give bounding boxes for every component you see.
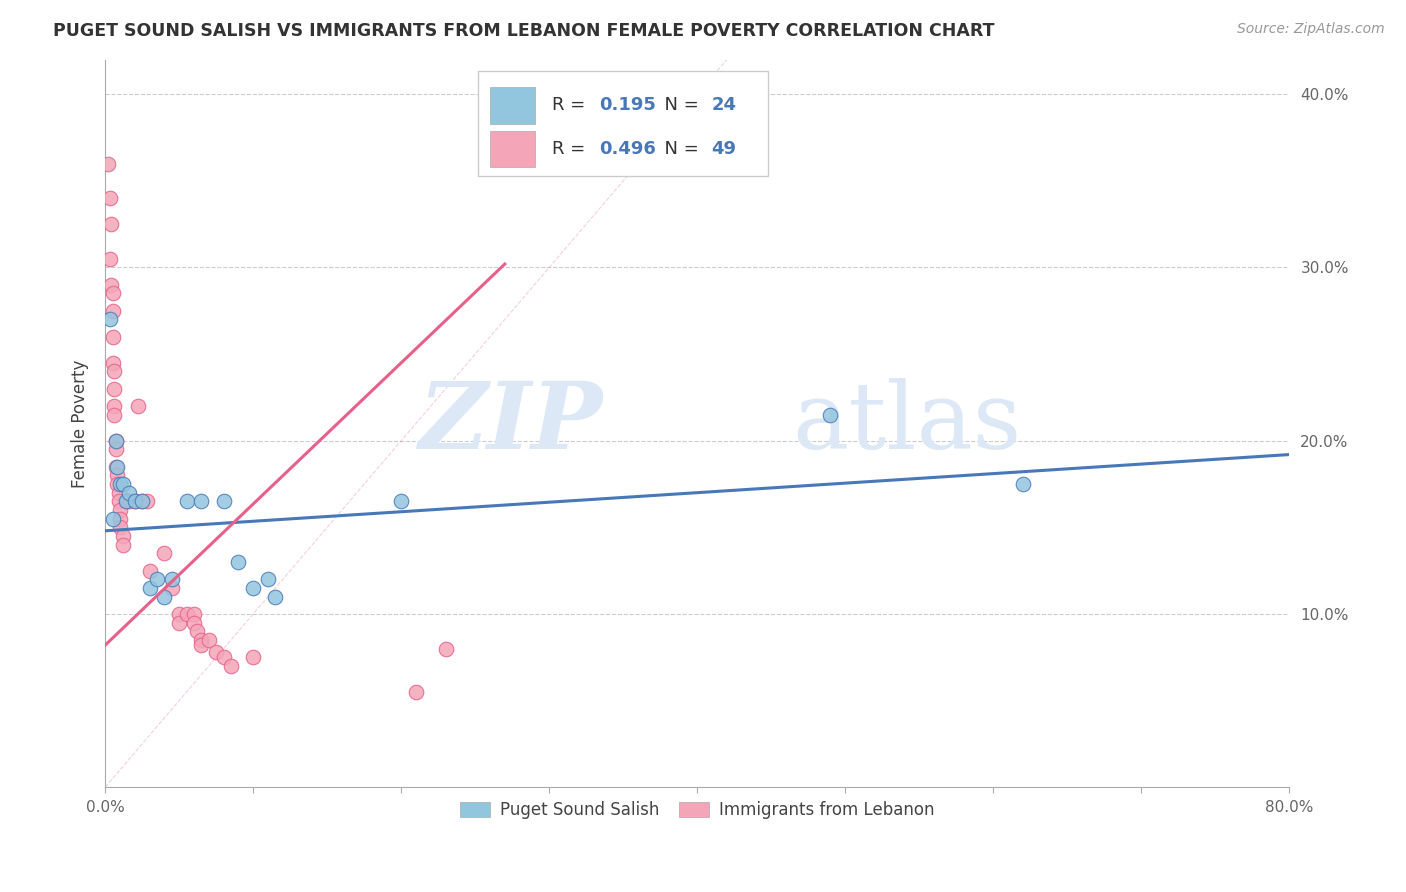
- Point: [105, 459, 128, 474]
- Point: [127, 399, 149, 413]
- Point: [405, 685, 427, 699]
- Point: [219, 659, 242, 673]
- Text: 49: 49: [711, 140, 737, 158]
- Point: [103, 382, 125, 396]
- Point: [117, 494, 139, 508]
- Text: atlas: atlas: [792, 378, 1021, 468]
- Point: [176, 607, 198, 621]
- Point: [111, 538, 134, 552]
- Y-axis label: Female Poverty: Female Poverty: [72, 359, 89, 488]
- Point: [153, 590, 176, 604]
- Text: R =: R =: [551, 96, 591, 114]
- FancyBboxPatch shape: [478, 70, 768, 176]
- Legend: Puget Sound Salish, Immigrants from Lebanon: Puget Sound Salish, Immigrants from Leba…: [453, 795, 941, 826]
- Point: [153, 546, 176, 560]
- Point: [198, 632, 221, 647]
- Point: [105, 477, 128, 491]
- Point: [1011, 477, 1033, 491]
- Point: [160, 572, 183, 586]
- Point: [190, 638, 212, 652]
- Point: [101, 330, 124, 344]
- Point: [107, 485, 129, 500]
- Point: [135, 494, 157, 508]
- Point: [120, 494, 142, 508]
- Point: [228, 555, 250, 569]
- Point: [167, 615, 190, 630]
- Point: [183, 607, 205, 621]
- Text: R =: R =: [551, 140, 591, 158]
- Point: [100, 277, 122, 292]
- Point: [131, 494, 153, 508]
- Point: [176, 494, 198, 508]
- Point: [98, 252, 121, 266]
- Point: [100, 217, 122, 231]
- Point: [212, 650, 235, 665]
- Text: ZIP: ZIP: [418, 378, 603, 468]
- Point: [98, 312, 121, 326]
- Point: [389, 494, 412, 508]
- Text: PUGET SOUND SALISH VS IMMIGRANTS FROM LEBANON FEMALE POVERTY CORRELATION CHART: PUGET SOUND SALISH VS IMMIGRANTS FROM LE…: [53, 22, 995, 40]
- Point: [124, 494, 146, 508]
- Text: N =: N =: [654, 96, 704, 114]
- Point: [183, 615, 205, 630]
- Point: [104, 442, 127, 457]
- Point: [111, 529, 134, 543]
- Point: [138, 581, 160, 595]
- Point: [101, 286, 124, 301]
- Point: [101, 303, 124, 318]
- Point: [115, 494, 138, 508]
- Text: 24: 24: [711, 96, 737, 114]
- Text: 0.195: 0.195: [599, 96, 655, 114]
- Point: [131, 494, 153, 508]
- Point: [108, 520, 131, 534]
- Point: [820, 408, 842, 422]
- Point: [167, 607, 190, 621]
- Point: [108, 503, 131, 517]
- Point: [104, 434, 127, 448]
- Point: [104, 459, 127, 474]
- Point: [103, 408, 125, 422]
- Point: [103, 364, 125, 378]
- Point: [434, 641, 457, 656]
- Point: [242, 581, 264, 595]
- Point: [111, 477, 134, 491]
- Point: [108, 511, 131, 525]
- Point: [105, 468, 128, 483]
- Point: [186, 624, 208, 639]
- Point: [264, 590, 287, 604]
- Text: Source: ZipAtlas.com: Source: ZipAtlas.com: [1237, 22, 1385, 37]
- Point: [98, 191, 121, 205]
- Text: 0.496: 0.496: [599, 140, 655, 158]
- Point: [160, 581, 183, 595]
- Point: [103, 399, 125, 413]
- Point: [242, 650, 264, 665]
- Point: [97, 156, 120, 170]
- Point: [205, 645, 228, 659]
- Point: [107, 494, 129, 508]
- Point: [138, 564, 160, 578]
- Point: [212, 494, 235, 508]
- Point: [118, 485, 141, 500]
- FancyBboxPatch shape: [491, 87, 536, 124]
- Point: [101, 511, 124, 525]
- Point: [257, 572, 280, 586]
- Text: N =: N =: [654, 140, 704, 158]
- FancyBboxPatch shape: [491, 131, 536, 168]
- Point: [101, 356, 124, 370]
- Point: [190, 494, 212, 508]
- Point: [108, 477, 131, 491]
- Point: [124, 494, 146, 508]
- Point: [104, 434, 127, 448]
- Point: [146, 572, 169, 586]
- Point: [190, 632, 212, 647]
